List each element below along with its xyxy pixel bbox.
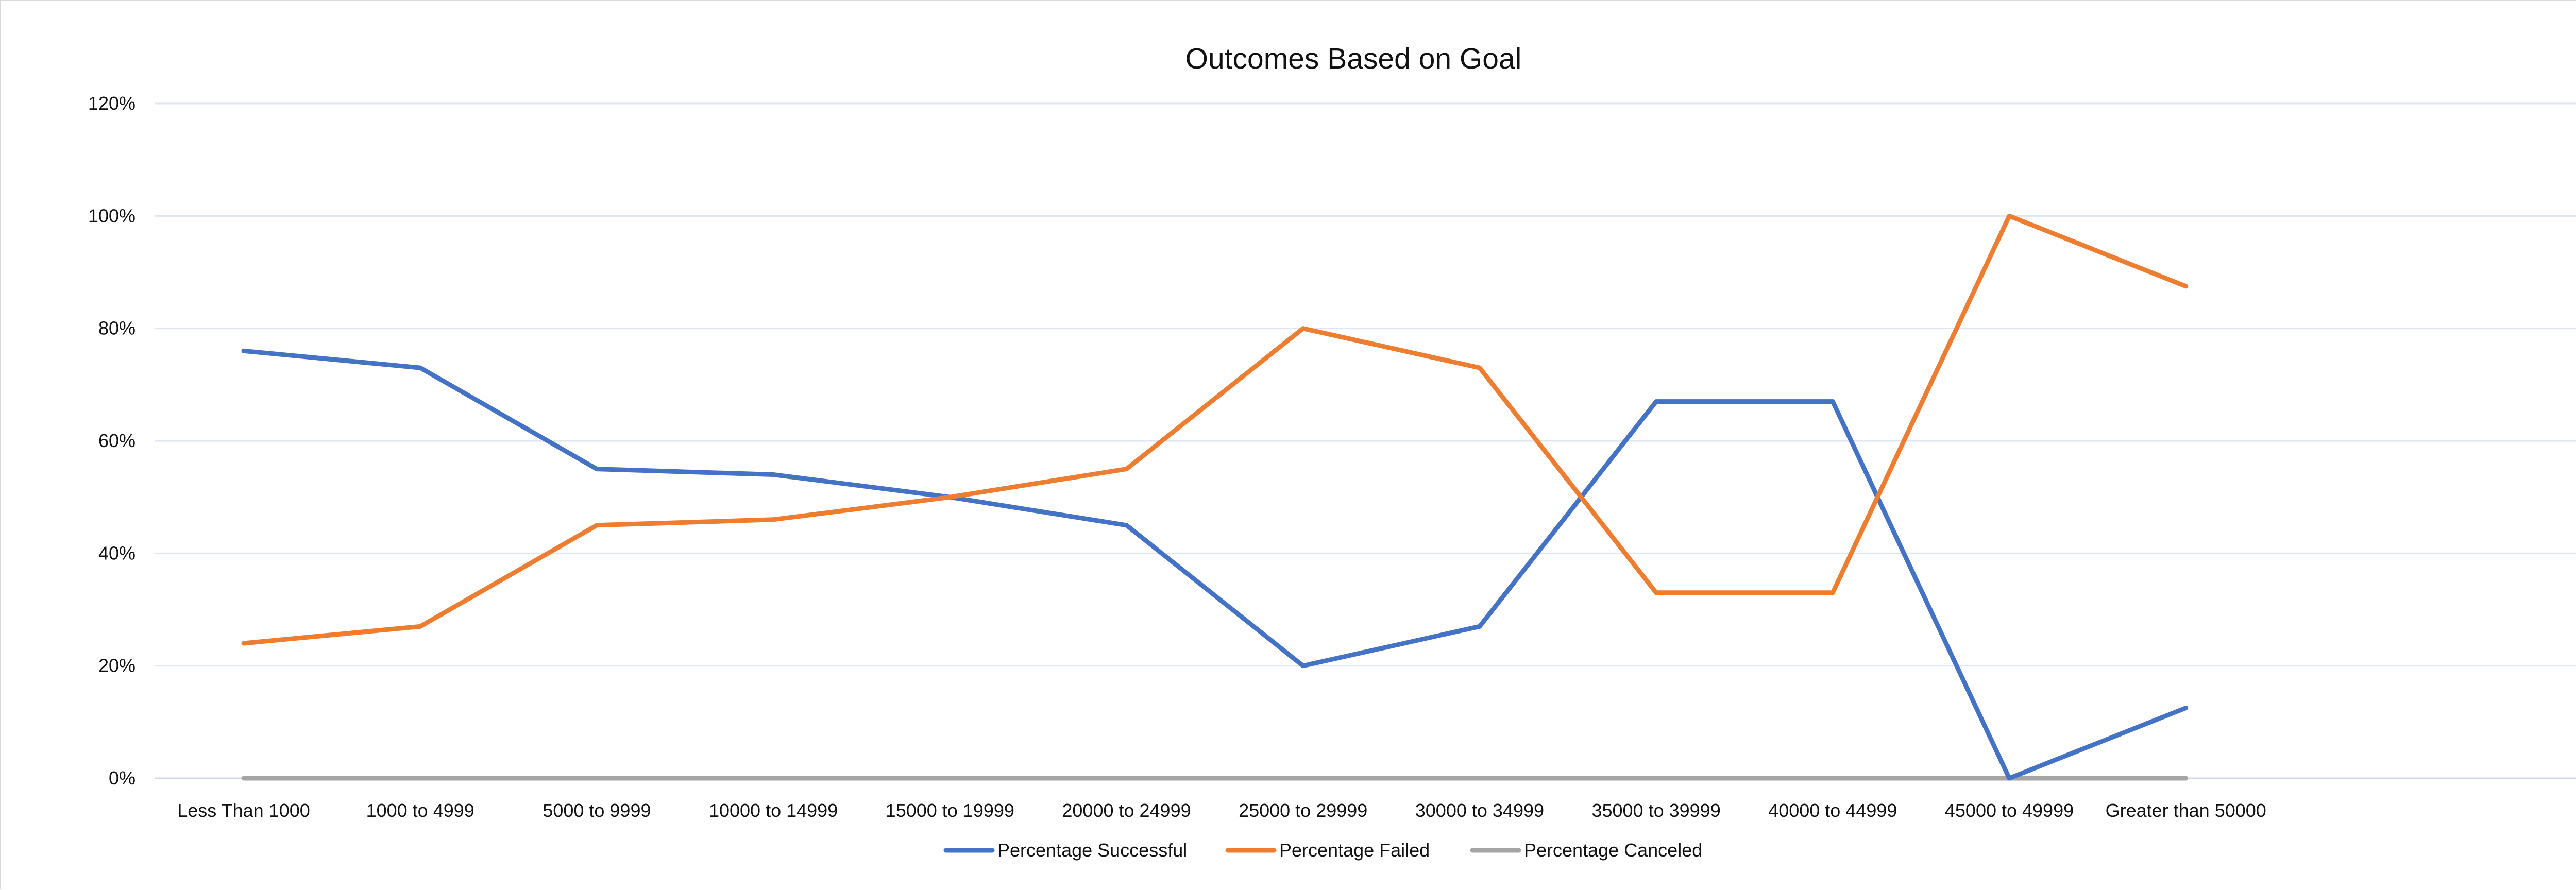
x-axis-ticks: Less Than 1000 1000 to 4999 5000 to 9999 10… [177, 800, 2266, 821]
x-tick-label: 25000 to 29999 [1239, 800, 1367, 821]
x-tick-label: 20000 to 24999 [1062, 800, 1191, 821]
y-tick-label: 20% [98, 655, 135, 676]
y-tick-label: 60% [98, 430, 135, 451]
gridlines [155, 102, 2576, 779]
legend-label: Percentage Canceled [1524, 840, 1702, 861]
chart-title: Outcomes Based on Goal [1185, 42, 1522, 75]
y-tick-label: 100% [88, 205, 135, 226]
series-line [241, 348, 2189, 781]
x-tick-label: 40000 to 44999 [1768, 800, 1897, 821]
series-lines [241, 213, 2189, 781]
x-tick-label: 1000 to 4999 [366, 800, 474, 821]
y-tick-label: 40% [98, 542, 135, 563]
legend-label: Percentage Failed [1279, 840, 1430, 861]
x-tick-label: 45000 to 49999 [1945, 800, 2074, 821]
y-tick-label: 80% [98, 318, 135, 339]
legend: Percentage Successful Percentage Failed Pe… [943, 840, 1702, 861]
series-line [241, 213, 2189, 646]
x-tick-label: 15000 to 19999 [886, 800, 1014, 821]
x-tick-label: 35000 to 39999 [1591, 800, 1720, 821]
x-tick-label: 10000 to 14999 [709, 800, 838, 821]
x-tick-label: Less Than 1000 [177, 800, 310, 821]
y-axis-ticks: 0% 20% 40% 60% 80% 100% 120% [88, 93, 135, 789]
x-tick-label: 5000 to 9999 [543, 800, 651, 821]
x-tick-label: Greater than 50000 [2106, 800, 2266, 821]
x-tick-label: 30000 to 34999 [1415, 800, 1544, 821]
y-tick-label: 120% [88, 93, 135, 114]
legend-label: Percentage Successful [997, 840, 1187, 861]
y-tick-label: 0% [109, 767, 135, 789]
